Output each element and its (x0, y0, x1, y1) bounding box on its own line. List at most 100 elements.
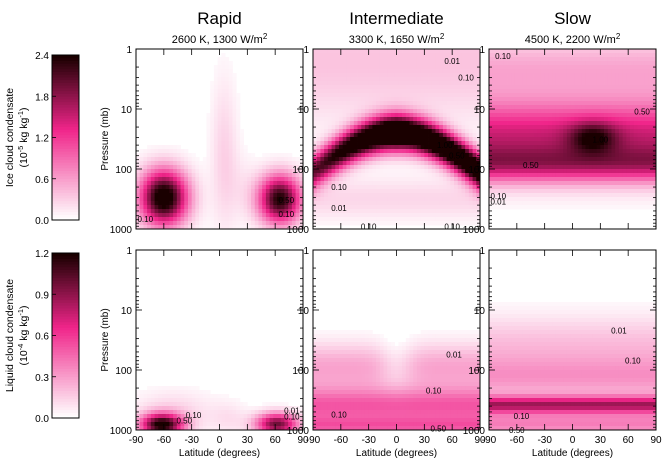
heatmap-cell (439, 53, 444, 58)
heatmap-cell (387, 133, 392, 138)
heatmap-cell (574, 173, 579, 178)
heatmap-cell (633, 129, 638, 134)
heatmap-cell (228, 157, 233, 162)
heatmap-cell (540, 61, 546, 66)
heatmap-cell (578, 149, 583, 154)
heatmap-cell (431, 161, 436, 166)
heatmap-cell (350, 81, 355, 86)
heatmap-cell (225, 169, 230, 174)
heatmap-cell (225, 161, 230, 166)
heatmap-cell (574, 57, 579, 62)
heatmap-cell (383, 177, 388, 182)
heatmap-cell (413, 121, 418, 126)
heatmap-cell (383, 161, 388, 166)
heatmap-cell (578, 153, 583, 158)
heatmap-cell (570, 173, 575, 178)
heatmap-cell (376, 173, 381, 178)
heatmap-cell (262, 181, 267, 186)
heatmap-cell (652, 113, 657, 118)
heatmap-cell (251, 153, 256, 158)
heatmap-cell (262, 169, 267, 174)
heatmap-cell (589, 53, 594, 58)
heatmap-cell (313, 201, 318, 206)
heatmap-cell (537, 173, 542, 178)
heatmap-cell (413, 157, 418, 162)
heatmap-cell (236, 101, 241, 106)
heatmap-cell (331, 73, 336, 78)
heatmap-cell (409, 165, 414, 170)
heatmap-cell (537, 113, 542, 118)
heatmap-cell (461, 121, 466, 126)
heatmap-cell (346, 133, 351, 138)
heatmap-cell (465, 129, 470, 134)
heatmap-cell (320, 169, 325, 174)
heatmap-cell (450, 149, 455, 154)
heatmap-cell (652, 69, 657, 74)
heatmap-cell (251, 213, 256, 218)
heatmap-cell (439, 165, 444, 170)
heatmap-cell (251, 205, 256, 210)
heatmap-cell (529, 49, 534, 54)
heatmap-cell (611, 197, 616, 202)
heatmap-cell (428, 69, 433, 74)
heatmap-cell (357, 161, 362, 166)
heatmap-cell (147, 205, 152, 210)
heatmap-cell (507, 185, 512, 190)
heatmap-cell (428, 153, 433, 158)
heatmap-cell (405, 145, 410, 150)
heatmap-cell (217, 105, 222, 110)
heatmap-cell (563, 205, 568, 210)
heatmap-cell (195, 169, 200, 174)
heatmap-cell (368, 101, 373, 106)
heatmap-cell (500, 65, 505, 70)
column-title: Rapid (197, 9, 241, 28)
heatmap-cell (611, 185, 616, 190)
heatmap-cell (199, 169, 204, 174)
heatmap-cell (630, 137, 635, 142)
heatmap-cell (442, 133, 447, 138)
heatmap-cell (236, 185, 241, 190)
heatmap-cell (320, 97, 325, 102)
heatmap-cell (405, 49, 410, 54)
heatmap-cell (206, 153, 211, 158)
heatmap-cell (555, 161, 560, 166)
heatmap-cell (372, 149, 377, 154)
heatmap-cell (622, 77, 627, 82)
heatmap-cell (273, 197, 278, 202)
heatmap-cell (390, 133, 396, 138)
heatmap-cell (442, 141, 447, 146)
heatmap-cell (350, 153, 355, 158)
heatmap-cell (383, 53, 388, 58)
heatmap-cell (555, 205, 560, 210)
heatmap-cell (273, 181, 278, 186)
heatmap-cell (644, 125, 649, 130)
heatmap-cell (213, 129, 219, 134)
heatmap-cell (641, 61, 646, 66)
heatmap-cell (402, 65, 407, 70)
heatmap-cell (596, 117, 601, 122)
heatmap-cell (526, 61, 531, 66)
heatmap-cell (335, 137, 340, 142)
heatmap-cell (633, 85, 638, 90)
heatmap-cell (637, 165, 642, 170)
heatmap-cell (350, 101, 355, 106)
heatmap-cell (526, 177, 531, 182)
heatmap-cell (320, 181, 325, 186)
heatmap-cell (472, 69, 477, 74)
heatmap-cell (413, 53, 418, 58)
heatmap-cell (402, 53, 407, 58)
heatmap-cell (637, 161, 642, 166)
heatmap-cell (574, 77, 579, 82)
heatmap-cell (398, 121, 403, 126)
heatmap-cell (217, 153, 222, 158)
heatmap-cell (442, 49, 447, 54)
heatmap-cell (299, 205, 304, 210)
heatmap-cell (187, 169, 193, 174)
heatmap-cell (199, 197, 204, 202)
heatmap-cell (221, 209, 226, 214)
heatmap-cell (607, 61, 612, 66)
heatmap-cell (353, 145, 358, 150)
heatmap-cell (450, 193, 455, 198)
heatmap-cell (150, 181, 155, 186)
heatmap-cell (258, 161, 263, 166)
